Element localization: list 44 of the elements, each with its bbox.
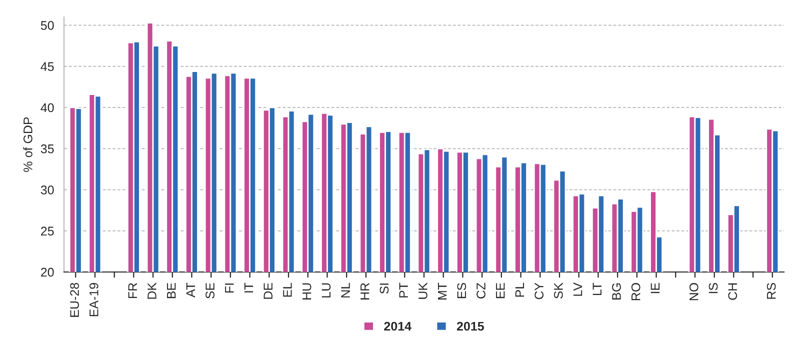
x-tick-label: CZ [476, 282, 486, 298]
x-tick-label: LT [592, 282, 602, 296]
x-tick-label: NO [689, 283, 698, 300]
x-tick-label: SK [554, 282, 563, 299]
x-tick-label: HR [360, 282, 370, 300]
x-tick-label: AT [186, 282, 195, 298]
x-tick-label: CH [728, 283, 738, 300]
y-tick-label: 20 [41, 268, 54, 277]
y-tick-label: 50 [40, 21, 54, 30]
x-tick-label: RS [766, 282, 776, 299]
x-tick-label: FI [225, 284, 234, 292]
x-tick-label: IS [708, 282, 718, 294]
x-tick-label: PT [399, 282, 408, 298]
x-tick-label: RO [631, 283, 640, 300]
x-tick-label: BG [612, 283, 621, 300]
x-tick-label: SI [380, 284, 389, 294]
x-tick-label: UK [418, 282, 428, 299]
x-tick-label: EU-28 [70, 282, 79, 317]
x-tick-label: LU [322, 283, 331, 298]
x-tick-label: IE [650, 282, 660, 294]
x-tick-label: IT [244, 282, 254, 292]
x-tick-label: EA-19 [89, 283, 98, 316]
x-tick-label: ES [457, 282, 466, 298]
y-tick-label: 25 [41, 226, 54, 236]
x-tick-label: BE [167, 282, 176, 298]
x-tick-label: HU [302, 283, 312, 300]
y-tick-label: 35 [40, 144, 54, 154]
legend-label: 2015 [456, 322, 484, 331]
x-tick-label: CY [534, 282, 544, 300]
y-tick-label: 40 [40, 103, 54, 112]
y-tick-label: 45 [40, 62, 54, 72]
legend-label: 2014 [384, 322, 412, 331]
x-tick-label: FR [128, 282, 137, 298]
x-tick-label: EL [283, 282, 292, 297]
x-tick-label: PL [515, 282, 524, 297]
x-tick-label: NL [341, 282, 350, 298]
x-tick-label: MT [438, 282, 447, 300]
x-tick-label: EE [496, 282, 505, 298]
y-axis-title: % of GDP [23, 117, 32, 172]
x-tick-label: DE [264, 282, 272, 299]
y-tick-label: 30 [40, 186, 54, 194]
x-tick-label: DK [148, 282, 156, 299]
x-tick-label: LV [573, 282, 582, 296]
x-tick-label: SE [206, 282, 214, 299]
